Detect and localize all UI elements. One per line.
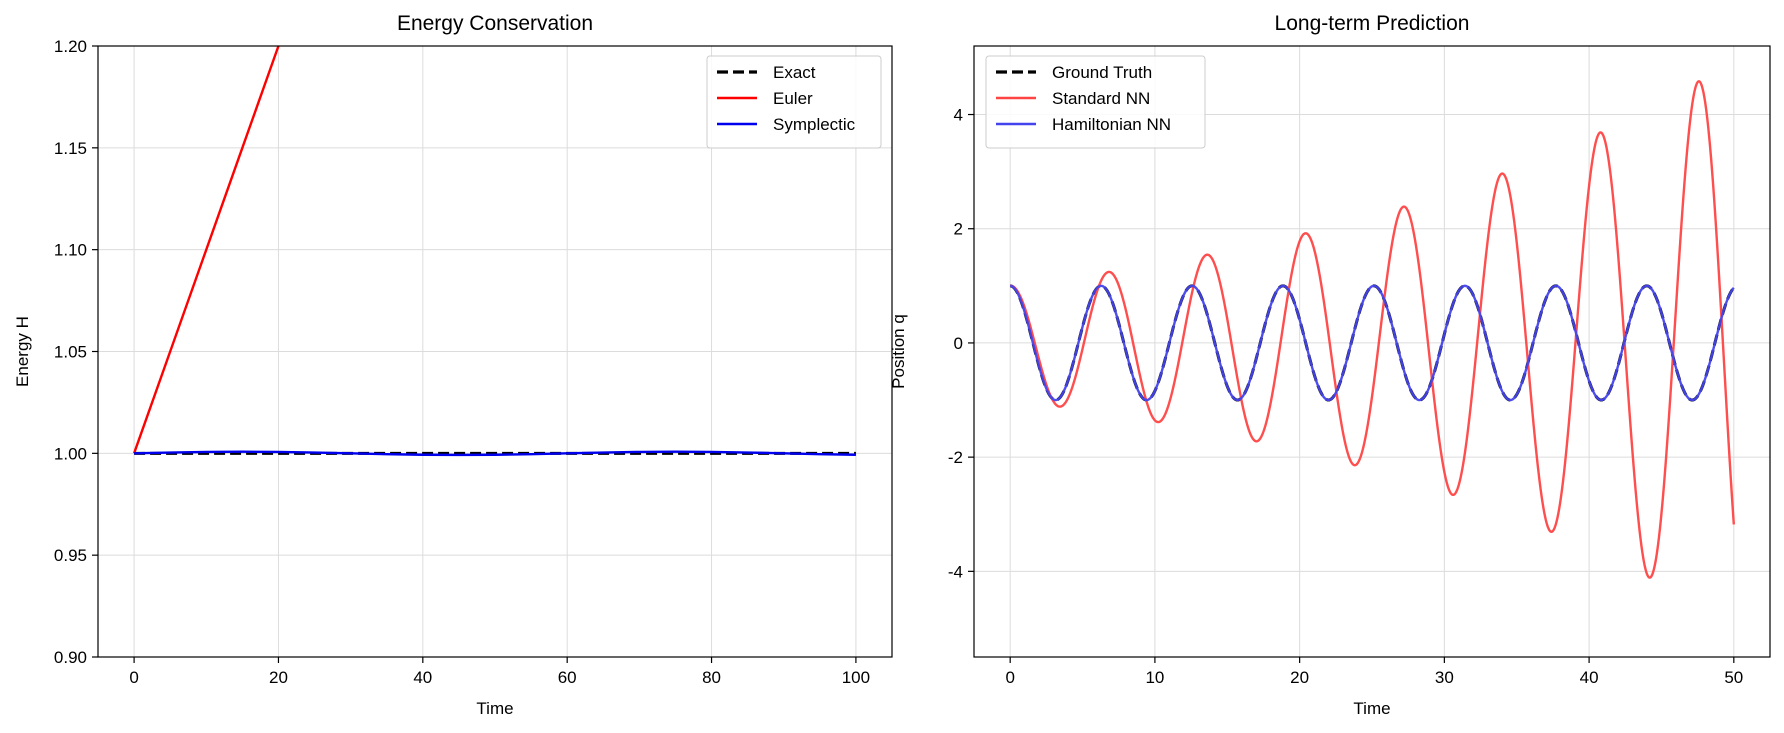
x-tick-label: 100 (842, 668, 870, 687)
x-tick-label: 40 (1580, 668, 1599, 687)
x-tick-label: 60 (558, 668, 577, 687)
y-tick-label: 0.90 (54, 648, 87, 667)
y-tick-label: -2 (948, 448, 963, 467)
energy-chart-title: Energy Conservation (397, 12, 593, 35)
prediction-ticks: 0 10 20 30 40 50 -4 -2 0 2 4 (948, 106, 1743, 687)
y-tick-label: 2 (954, 220, 963, 239)
series-line-standard-nn (1009, 80, 1736, 579)
y-tick-label: -4 (948, 562, 963, 581)
legend-symplectic-label: Symplectic (773, 115, 856, 134)
y-tick-label: 1.05 (54, 343, 87, 362)
x-tick-label: 0 (129, 668, 138, 687)
energy-legend: Exact Euler Symplectic (706, 55, 882, 149)
energy-series-group (132, 46, 856, 457)
legend-exact-label: Exact (773, 63, 816, 82)
legend-ground-truth-label: Ground Truth (1052, 63, 1152, 82)
x-tick-label: 20 (269, 668, 288, 687)
y-tick-label: 1.10 (54, 241, 87, 260)
prediction-plot-frame (973, 45, 1771, 658)
prediction-y-axis-label: Position q (889, 314, 908, 389)
y-tick-label: 1.15 (54, 139, 87, 158)
prediction-chart-title: Long-term Prediction (1275, 12, 1470, 35)
series-line-hamiltonian-nn (1009, 284, 1735, 402)
y-tick-label: 4 (954, 106, 963, 125)
x-tick-label: 0 (1005, 668, 1014, 687)
legend-hamiltonian-nn-label: Hamiltonian NN (1052, 115, 1171, 134)
y-tick-label: 0 (954, 334, 963, 353)
x-tick-label: 20 (1290, 668, 1309, 687)
series-line-euler (132, 46, 280, 454)
energy-y-axis-label: Energy H (13, 316, 32, 387)
x-tick-label: 30 (1435, 668, 1454, 687)
prediction-legend: Ground Truth Standard NN Hamiltonian NN (985, 55, 1206, 149)
energy-conservation-panel: 0 20 40 60 80 100 0.90 0.95 1.00 1.05 1.10 1.15 1.20… (13, 12, 893, 718)
x-tick-label: 50 (1724, 668, 1743, 687)
legend-euler-label: Euler (773, 89, 813, 108)
prediction-x-axis-label: Time (1353, 699, 1390, 718)
prediction-legend-box (985, 55, 1206, 149)
prediction-series-group (1009, 80, 1736, 579)
y-tick-label: 1.00 (54, 444, 87, 463)
x-tick-label: 80 (702, 668, 721, 687)
y-tick-label: 1.20 (54, 37, 87, 56)
x-tick-label: 10 (1145, 668, 1164, 687)
energy-ticks: 0 20 40 60 80 100 0.90 0.95 1.00 1.05 1.10 1.15 1.20 (54, 37, 870, 687)
y-tick-label: 0.95 (54, 546, 87, 565)
legend-standard-nn-label: Standard NN (1052, 89, 1150, 108)
energy-x-axis-label: Time (476, 699, 513, 718)
series-line-symplectic (134, 450, 856, 457)
x-tick-label: 40 (413, 668, 432, 687)
